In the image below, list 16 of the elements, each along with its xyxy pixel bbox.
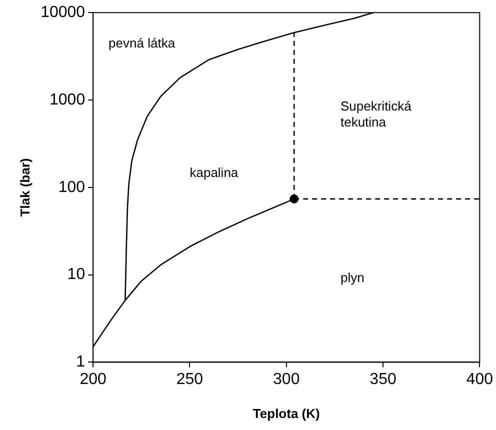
y-tick-label: 100 — [58, 178, 86, 196]
x-tick-label: 350 — [370, 371, 396, 388]
annotation: Supekritická tekutina — [340, 98, 412, 130]
annotation: kapalina — [190, 164, 239, 180]
y-tick-label: 1000 — [50, 91, 86, 108]
y-tick-label: 10 — [67, 266, 86, 284]
y-axis-title: Tlak (bar) — [17, 158, 32, 217]
x-tick-label: 400 — [466, 371, 494, 388]
annotation: plyn — [340, 270, 364, 285]
annotation: pevná látka — [108, 36, 176, 51]
x-tick-label: 200 — [80, 371, 107, 388]
y-tick-label: 1 — [76, 354, 86, 371]
x-tick-label: 300 — [273, 371, 300, 388]
x-axis-title: Teplota (K) — [252, 406, 320, 421]
x-tick-label: 250 — [176, 371, 204, 388]
y-tick-label: 10000 — [40, 4, 86, 22]
